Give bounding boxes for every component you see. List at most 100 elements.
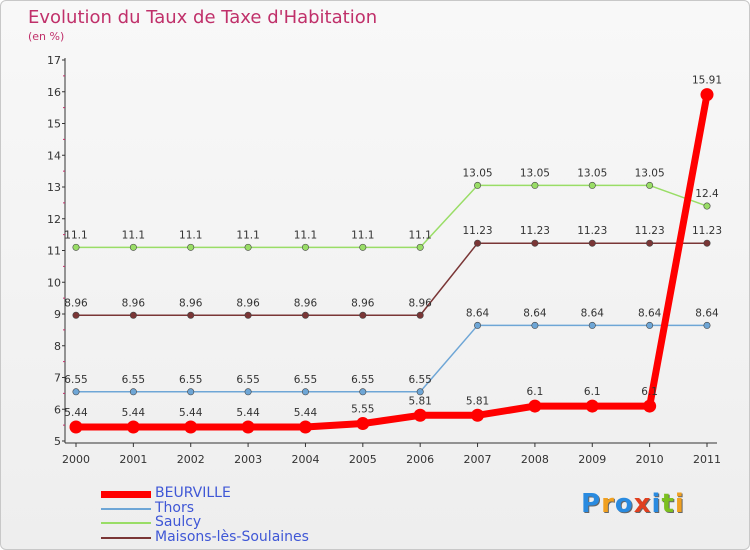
- series-line-1: [75, 324, 708, 393]
- data-point: [700, 88, 714, 102]
- data-label: 8.96: [408, 297, 432, 309]
- logo-letter: P: [581, 489, 602, 519]
- series-line-2: [75, 184, 708, 249]
- y-tick-label: 7: [54, 372, 61, 385]
- x-tick-label: 2004: [291, 453, 319, 466]
- data-label: 8.64: [638, 307, 662, 319]
- data-point: [416, 311, 424, 319]
- data-point: [703, 321, 711, 329]
- data-label: 6.55: [351, 374, 374, 386]
- data-point: [646, 181, 654, 189]
- data-label: 11.23: [463, 225, 493, 237]
- data-label: 8.96: [351, 297, 375, 309]
- data-label: 5.44: [64, 407, 88, 419]
- data-point: [69, 420, 83, 434]
- data-point: [471, 408, 485, 422]
- y-tick-label: 17: [47, 54, 61, 67]
- data-label: 6.1: [584, 386, 601, 398]
- x-tick-label: 2009: [578, 453, 606, 466]
- legend-swatch: [101, 507, 151, 510]
- data-label: 8.64: [523, 307, 547, 319]
- data-point: [301, 388, 309, 396]
- data-label: 8.96: [179, 297, 203, 309]
- data-point: [129, 243, 137, 251]
- data-point: [298, 420, 312, 434]
- data-label: 5.44: [236, 407, 260, 419]
- y-tick-label: 8: [54, 340, 61, 353]
- chart-unit: (en %): [28, 30, 65, 43]
- data-point: [359, 243, 367, 251]
- data-point: [359, 388, 367, 396]
- legend-swatch: [101, 491, 151, 498]
- data-label: 11.1: [351, 229, 374, 241]
- data-label: 13.05: [577, 167, 607, 179]
- data-label: 11.1: [179, 229, 202, 241]
- y-tick-label: 9: [54, 308, 61, 321]
- data-label: 6.55: [236, 374, 259, 386]
- y-tick-label: 16: [47, 86, 61, 99]
- data-point: [244, 243, 252, 251]
- legend-swatch: [101, 522, 151, 524]
- data-label: 11.1: [408, 229, 431, 241]
- data-point: [643, 399, 657, 413]
- y-tick-label: 10: [47, 276, 61, 289]
- x-tick-label: 2006: [406, 453, 434, 466]
- data-point: [588, 181, 596, 189]
- data-label: 11.1: [64, 229, 87, 241]
- data-point: [187, 311, 195, 319]
- logo-letter: i: [674, 489, 685, 519]
- data-point: [531, 321, 539, 329]
- series-line-3: [75, 242, 708, 317]
- data-label: 13.05: [635, 167, 665, 179]
- data-label: 13.05: [463, 167, 493, 179]
- data-point: [301, 243, 309, 251]
- y-tick-label: 12: [47, 213, 61, 226]
- legend-label: Thors: [155, 499, 195, 516]
- legend-swatch: [101, 536, 151, 539]
- data-label: 6.1: [527, 386, 544, 398]
- data-point: [703, 202, 711, 210]
- legend-label: Saulcy: [155, 514, 202, 530]
- x-tick-label: 2010: [636, 453, 664, 466]
- series-line-0: [72, 91, 711, 431]
- legend-label: BEURVILLE: [155, 485, 231, 501]
- data-point: [531, 181, 539, 189]
- data-point: [72, 388, 80, 396]
- data-label: 13.05: [520, 167, 550, 179]
- data-label: 11.23: [692, 225, 722, 237]
- data-point: [244, 311, 252, 319]
- data-label: 5.55: [351, 404, 374, 416]
- data-label: 6.55: [408, 374, 431, 386]
- legend-label: Maisons-lès-Soulaines: [155, 528, 309, 545]
- data-point: [241, 420, 255, 434]
- data-point: [474, 181, 482, 189]
- x-tick-label: 2002: [177, 453, 205, 466]
- data-point: [129, 311, 137, 319]
- data-label: 5.44: [122, 407, 146, 419]
- data-point: [474, 321, 482, 329]
- data-label: 5.44: [294, 407, 318, 419]
- logo-letter: i: [651, 489, 662, 519]
- logo-letter: r: [601, 489, 615, 519]
- data-label: 8.64: [581, 307, 605, 319]
- logo-letter: x: [633, 489, 652, 519]
- data-label: 11.23: [520, 225, 550, 237]
- data-point: [413, 408, 427, 422]
- data-label: 5.81: [466, 395, 489, 407]
- x-tick-label: 2000: [62, 453, 90, 466]
- data-label: 8.96: [236, 297, 260, 309]
- x-tick-label: 2008: [521, 453, 549, 466]
- data-label: 6.55: [179, 374, 202, 386]
- data-point: [184, 420, 198, 434]
- proxiti-logo: Proxiti: [581, 489, 685, 519]
- data-point: [588, 321, 596, 329]
- data-point: [531, 239, 539, 247]
- data-label: 6.55: [64, 374, 87, 386]
- data-label: 8.64: [695, 307, 719, 319]
- y-tick-label: 14: [47, 149, 61, 162]
- logo-letter: t: [661, 489, 675, 519]
- data-point: [129, 388, 137, 396]
- data-label: 11.23: [635, 225, 665, 237]
- data-label: 5.81: [408, 395, 431, 407]
- data-point: [588, 239, 596, 247]
